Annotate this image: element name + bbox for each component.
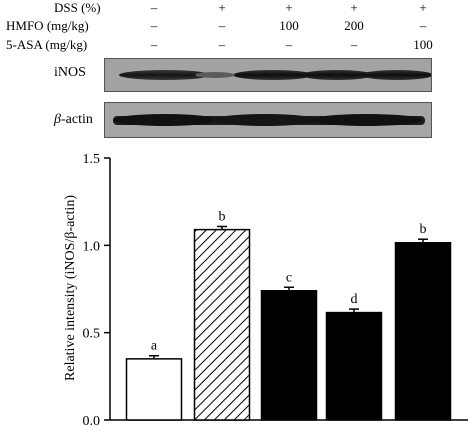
treatment-value: – xyxy=(218,37,226,52)
actin-label-rest: -actin xyxy=(60,112,93,127)
treatment-value: 100 xyxy=(413,37,433,52)
bar xyxy=(193,228,251,421)
y-axis-label: Relative intensity (iNOS/β-actin) xyxy=(63,195,78,381)
treatment-value: – xyxy=(150,37,158,52)
treatment-value: – xyxy=(218,18,226,33)
inos-blot-label: iNOS xyxy=(54,65,86,80)
significance-letter: b xyxy=(420,222,427,237)
treatment-value: – xyxy=(150,18,158,33)
bar xyxy=(325,311,383,421)
actin-blot-label: β-actin xyxy=(54,112,93,128)
treatment-value: 200 xyxy=(344,18,364,33)
inos-blot-bands xyxy=(105,59,433,91)
treatment-row-label-dss: DSS (%) xyxy=(54,0,101,15)
bar xyxy=(394,241,452,421)
actin-blot-image xyxy=(104,102,432,138)
treatment-value: + xyxy=(285,0,293,15)
treatment-value: – xyxy=(350,37,358,52)
treatment-value: 100 xyxy=(279,18,299,33)
treatment-value: – xyxy=(419,18,427,33)
treatment-row-label-hmfo: HMFO (mg/kg) xyxy=(6,18,89,33)
y-tick-label: 1.0 xyxy=(83,239,101,254)
treatment-value: + xyxy=(218,0,226,15)
chart-plot-area: 0.0 0.5 1.0 1.5 a b c d b xyxy=(83,152,468,429)
y-tick-label: 0.5 xyxy=(83,327,101,342)
inos-blot-image xyxy=(104,58,433,92)
treatment-value: – xyxy=(285,37,293,52)
significance-letter: b xyxy=(219,209,226,224)
bar xyxy=(260,289,318,421)
treatment-value: + xyxy=(350,0,358,15)
y-tick-label: 1.5 xyxy=(83,152,101,167)
actin-blot-bands xyxy=(105,103,431,137)
y-tick-label: 0.0 xyxy=(83,414,101,429)
bar xyxy=(125,358,183,421)
treatment-value: – xyxy=(150,0,158,15)
significance-letter: c xyxy=(286,270,292,285)
actin-label-greek: β xyxy=(54,112,61,127)
treatment-value: + xyxy=(419,0,427,15)
significance-letter: d xyxy=(351,292,358,307)
treatment-row-label-5asa: 5-ASA (mg/kg) xyxy=(6,37,88,52)
significance-letter: a xyxy=(151,339,158,354)
